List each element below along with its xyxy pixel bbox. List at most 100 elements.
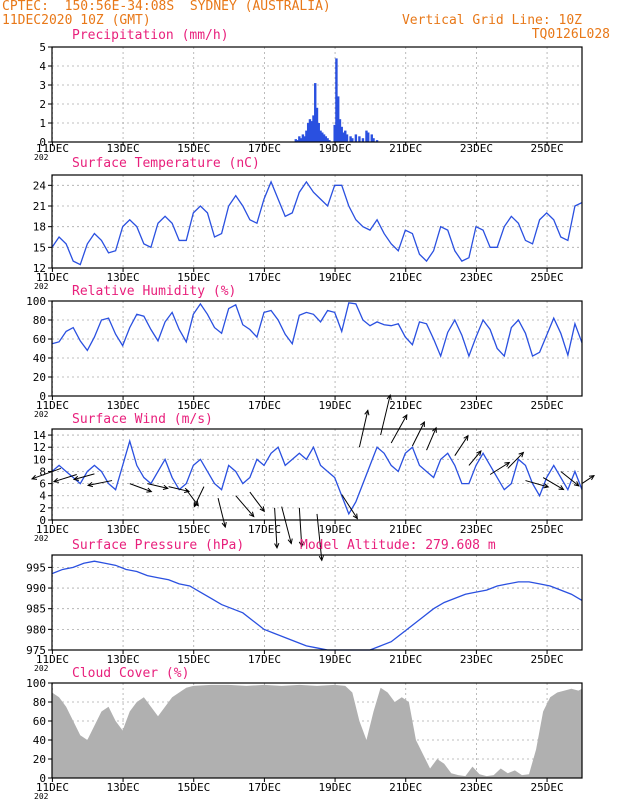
panel-5-year-label: 202	[34, 664, 49, 673]
panel-4-wind-arrowhead	[573, 481, 580, 487]
panel-1-bar	[342, 132, 345, 142]
panel-5-xtick-label: 11DEC	[36, 653, 69, 666]
panel-4-wind-arrowhead	[72, 475, 80, 481]
panel-4-ytick-label: 2	[39, 502, 46, 515]
panel-3-xtick-label: 23DEC	[460, 399, 493, 412]
panel-1-bar	[372, 138, 375, 142]
panel-1-bar	[294, 139, 297, 142]
panel-3-ytick-label: 20	[33, 371, 46, 384]
panel-4-wind-arrow	[274, 507, 278, 548]
panel-4-wind-arrowhead	[259, 506, 265, 513]
panel-4-wind-arrowhead	[588, 474, 595, 481]
panel-4-wind-arrow	[507, 452, 524, 469]
panel-3-xtick-label: 17DEC	[248, 399, 281, 412]
header-vgrid: Vertical Grid Line: 10Z	[401, 13, 582, 28]
panel-1-bar	[305, 130, 308, 142]
panel-4-xtick-label: 19DEC	[319, 523, 352, 536]
panel-6-title: Cloud Cover (%)	[72, 666, 189, 681]
panel-4-xtick-label: 11DEC	[36, 523, 69, 536]
panel-1-bar	[335, 58, 338, 142]
panel-4-wind-arrowhead	[402, 413, 408, 420]
panel-4-wind-arrow	[168, 486, 190, 492]
panel-1-bar	[310, 121, 313, 142]
panel-4-wind-arrow	[249, 491, 265, 512]
panel-6-xtick-label: 15DEC	[177, 781, 210, 794]
panel-6-ytick-label: 20	[33, 753, 46, 766]
panel-6-xtick-label: 19DEC	[319, 781, 352, 794]
panel-4-wind-arrowhead	[420, 420, 425, 427]
panel-1-bar	[358, 136, 361, 142]
panel-3-year-label: 202	[34, 410, 49, 419]
panel-1-bar	[314, 83, 317, 142]
panel-1-xtick-label: 21DEC	[389, 142, 422, 155]
panel-5-ytick-label: 975	[26, 644, 46, 657]
panel-2-title: Surface Temperature (nC)	[72, 156, 260, 171]
panel-1-ytick-label: 2	[39, 98, 46, 111]
panel-5-frame	[51, 554, 583, 651]
panel-6-xtick-label: 13DEC	[107, 781, 140, 794]
panel-4-wind-arrowhead	[221, 521, 227, 529]
panel-4-series-line	[51, 438, 583, 516]
panel-4-wind-arrow	[298, 507, 303, 547]
panel-4-wind-arrowhead	[52, 477, 59, 483]
panel-1-bar	[365, 130, 368, 142]
panel-1-bar	[337, 96, 340, 142]
panel-4-wind-arrow	[525, 480, 549, 488]
panel-4-wind-arrowhead	[193, 501, 199, 508]
panel-4-wind-arrow	[53, 474, 77, 483]
panel-1-bar	[375, 140, 379, 142]
panel-6-frame	[51, 682, 583, 779]
panel-2-ytick-label: 24	[33, 179, 47, 192]
panel-4-wind-arrowhead	[432, 426, 437, 433]
panel-5-xtick-label: 17DEC	[248, 653, 281, 666]
panel-3-ytick-label: 80	[33, 314, 46, 327]
panel-4-wind-arrow	[31, 467, 62, 480]
panel-4-wind-arrow	[73, 473, 95, 480]
panel-1-bar	[308, 119, 312, 142]
panel-3-xtick-label: 11DEC	[36, 399, 69, 412]
panel-3-xtick-label: 21DEC	[389, 399, 422, 412]
panel-1-bar	[322, 134, 326, 142]
panel-2-xtick-label: 11DEC	[36, 271, 69, 284]
panel-1-bar	[319, 130, 322, 142]
panel-3-ytick-label: 100	[26, 295, 46, 308]
panel-3-xtick-label: 13DEC	[107, 399, 140, 412]
panel-4-wind-arrowhead	[298, 541, 305, 548]
panel-4-wind-arrowhead	[558, 485, 565, 491]
panel-4-wind-arrow	[217, 498, 226, 528]
panel-4-wind-arrow	[454, 435, 469, 456]
panel-5-ytick-label: 985	[26, 603, 46, 616]
panel-4-ytick-label: 14	[33, 429, 47, 442]
panel-4-wind-arrowhead	[274, 543, 280, 550]
panel-1-bar	[301, 134, 305, 142]
panel-4-wind-arrow	[489, 462, 510, 475]
panel-1-bar	[354, 134, 358, 142]
panel-1-bar	[333, 124, 336, 142]
panel-3-frame	[51, 300, 583, 397]
panel-4-wind-arrowhead	[463, 434, 469, 441]
panel-4-ytick-label: 4	[39, 490, 46, 503]
panel-1-bar	[296, 140, 299, 142]
panel-1-xtick-label: 25DEC	[531, 142, 564, 155]
panel-1-bar	[306, 123, 310, 142]
panel-5-ytick-label: 990	[26, 582, 46, 595]
panel-4-wind-arrowhead	[364, 409, 370, 416]
panel-4-xtick-label: 25DEC	[531, 523, 564, 536]
panel-4-wind-arrowhead	[287, 538, 293, 545]
panel-4-wind-arrowhead	[248, 511, 255, 518]
panel-1-xtick-label: 23DEC	[460, 142, 493, 155]
panel-2-xtick-label: 25DEC	[531, 271, 564, 284]
panel-6-ytick-label: 60	[33, 715, 46, 728]
panel-6-xtick-label: 17DEC	[248, 781, 281, 794]
panel-1-bar	[315, 107, 319, 142]
panel-2-ytick-label: 12	[33, 262, 46, 275]
panel-4-wind-arrowhead	[30, 474, 38, 480]
panel-4-title: Surface Wind (m/s)	[72, 412, 213, 427]
panel-1-xtick-label: 19DEC	[319, 142, 352, 155]
panel-4-wind-arrow	[542, 477, 564, 490]
panel-4-wind-arrow	[581, 475, 595, 485]
panel-5-xtick-label: 23DEC	[460, 653, 493, 666]
panel-4-wind-arrowhead	[476, 450, 482, 456]
panel-1-ytick-label: 4	[39, 60, 46, 73]
